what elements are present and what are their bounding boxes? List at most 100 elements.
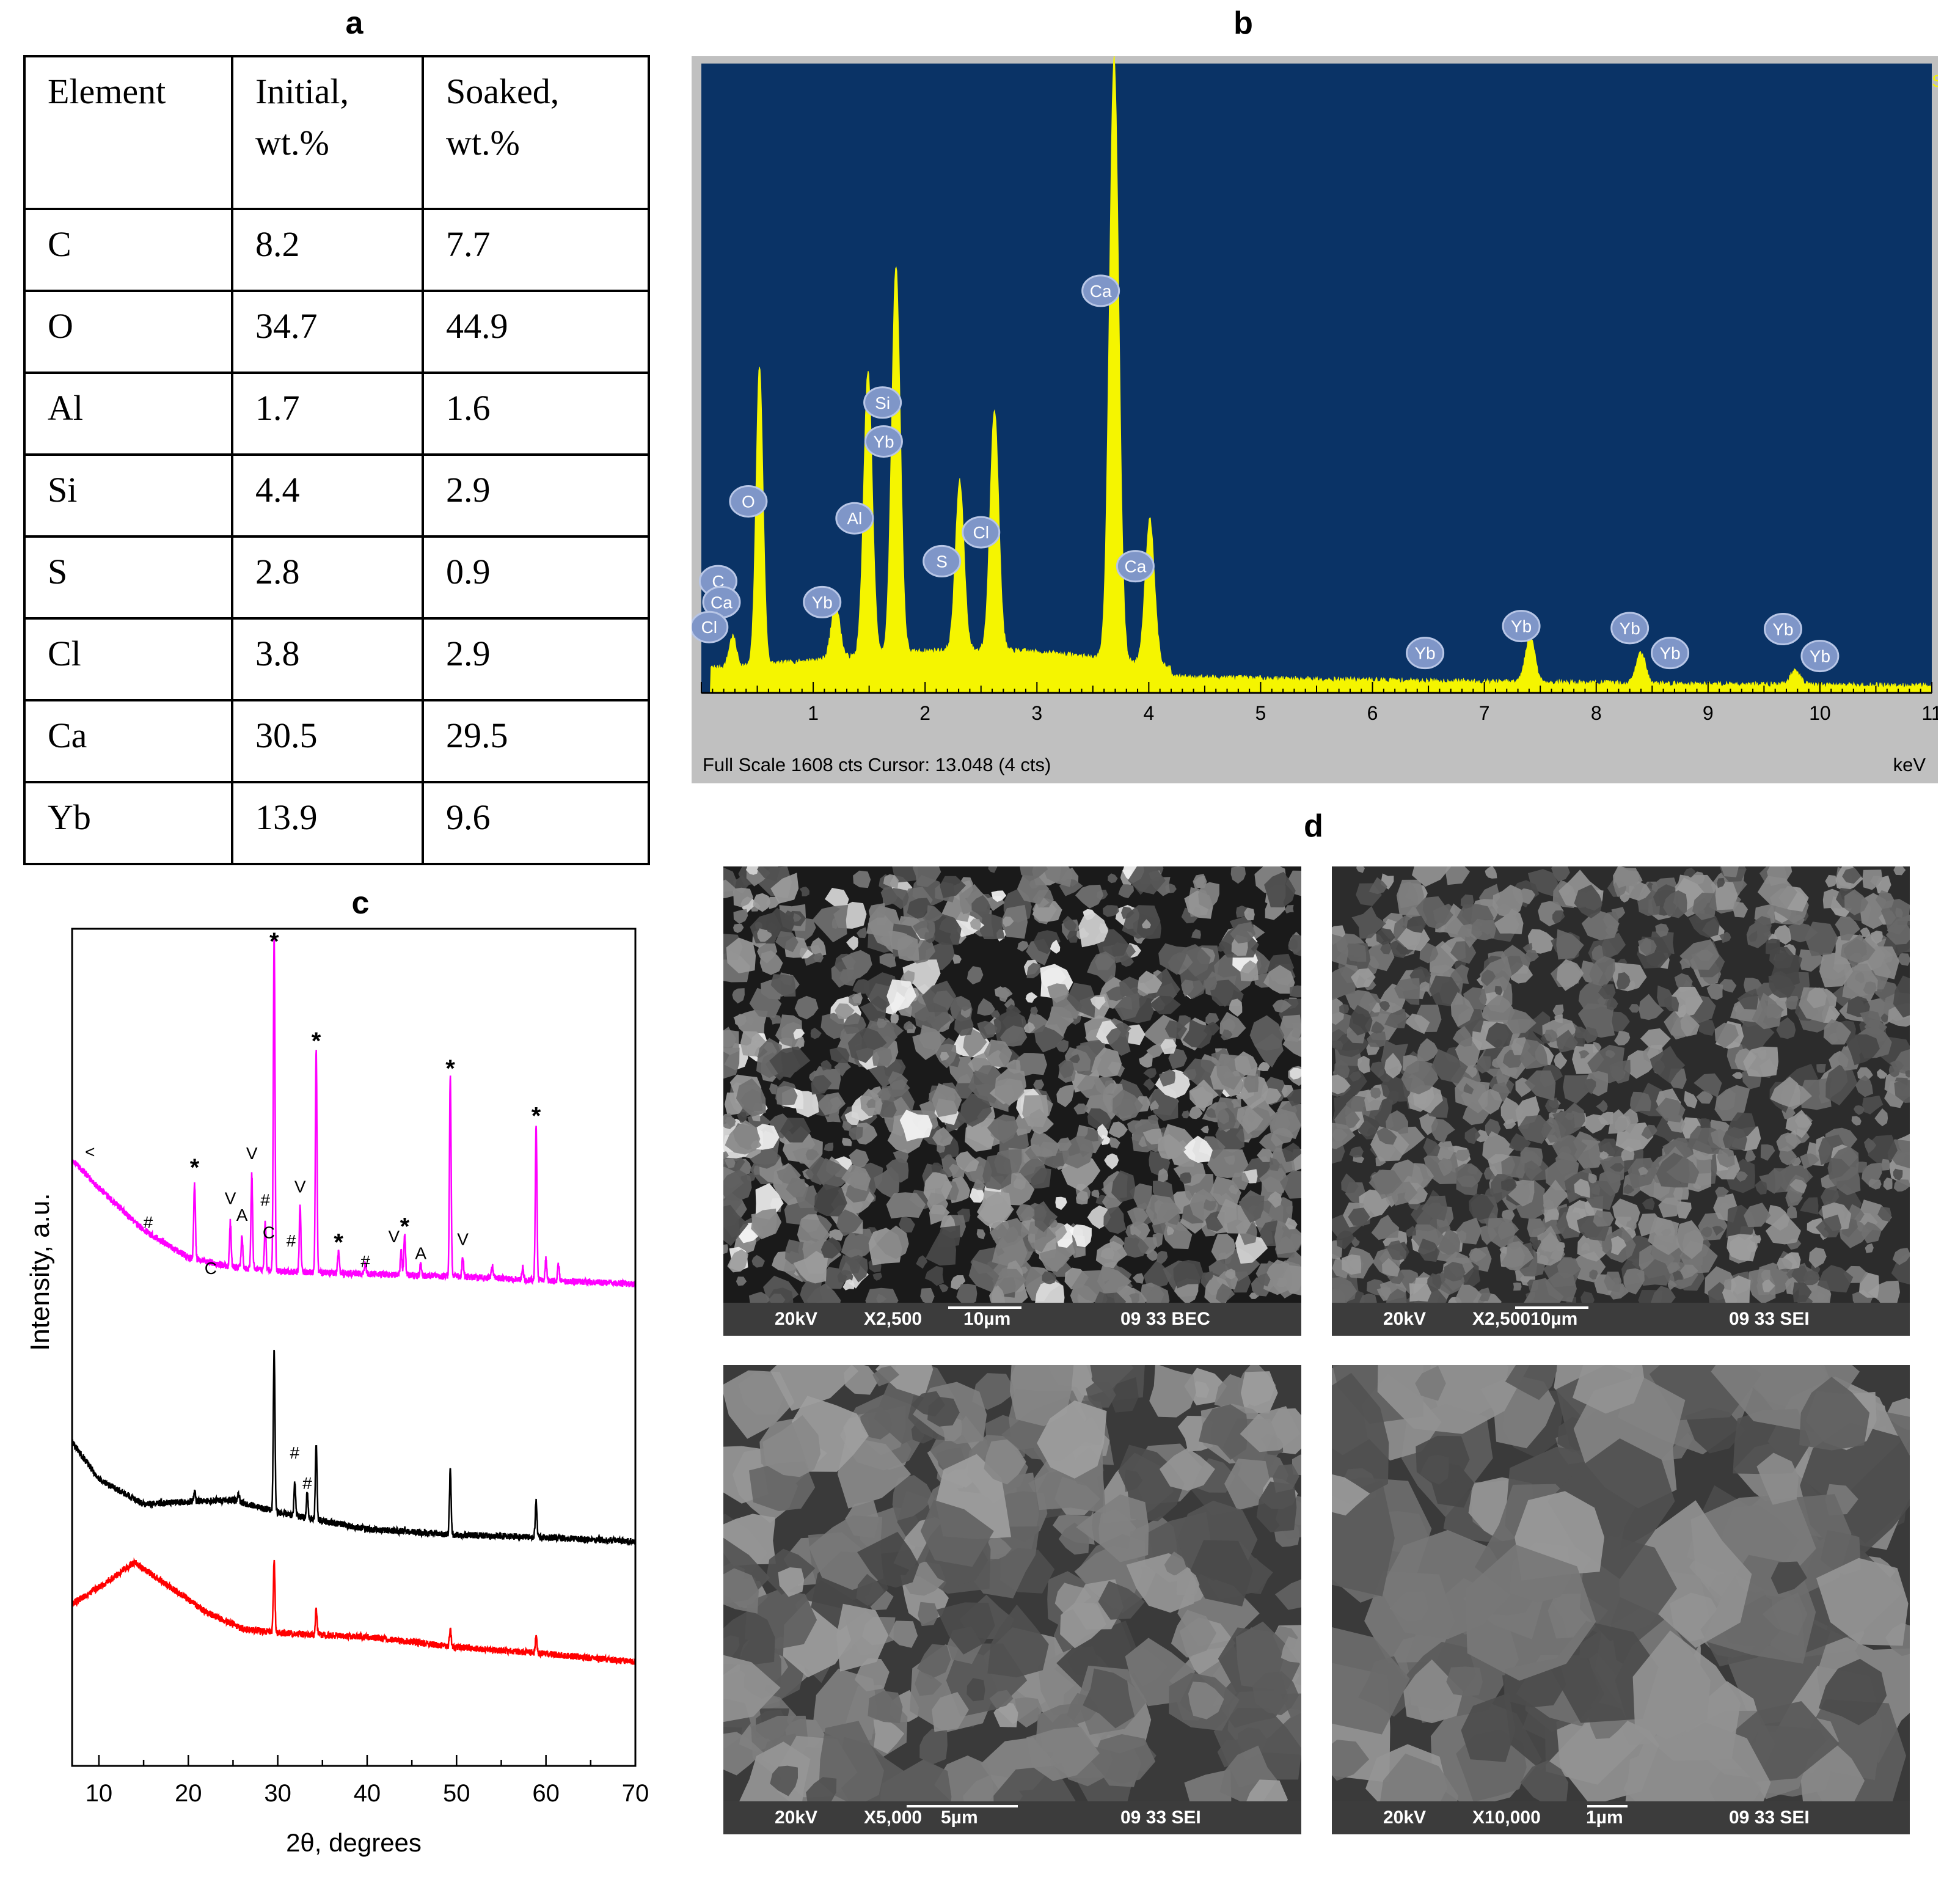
sem-particle	[1544, 1029, 1558, 1042]
sem-particle	[1552, 910, 1565, 925]
sem-particle	[1141, 919, 1152, 929]
sem-particle	[1350, 968, 1376, 989]
header-line: Soaked,	[446, 71, 560, 111]
sem-particle	[1464, 1127, 1481, 1144]
sem-particle	[1143, 1068, 1157, 1078]
peak-label-text: Yb	[1511, 617, 1532, 636]
eds-spectrum-panel: C Ca Cl O Yb Al Si Yb S Cl Ca Ca Yb Yb Yb Yb Yb Yb 1 2 3 4 5 6 7…	[692, 56, 1938, 783]
sem-particle	[1680, 1012, 1700, 1037]
sem-particle	[1552, 1135, 1588, 1162]
sem-particle	[989, 1690, 1014, 1708]
sem-particle	[1700, 1226, 1712, 1238]
sem-particle	[1103, 905, 1119, 917]
sem-particle	[1055, 1196, 1067, 1210]
peak-marker: #	[360, 1252, 370, 1271]
sem-particle	[1492, 1058, 1502, 1068]
sem-particle	[1808, 1247, 1827, 1269]
sem-particle	[1455, 1149, 1471, 1162]
peak-marker: C	[263, 1223, 275, 1242]
peak-label-text: Ca	[1090, 282, 1112, 301]
sem-particle	[1243, 1074, 1259, 1093]
sem-particle	[1554, 1014, 1563, 1023]
sem-particle	[1087, 951, 1116, 983]
sem-particle	[973, 1178, 985, 1190]
sem-particle	[1719, 1203, 1731, 1211]
sem-particle	[1106, 1026, 1131, 1056]
sem-particle	[775, 931, 798, 953]
peak-marker: <	[85, 1142, 95, 1161]
sem-particle	[1288, 934, 1301, 957]
sem-particle	[1748, 931, 1758, 942]
sem-particle	[1026, 962, 1041, 978]
sem-particle	[1382, 1258, 1400, 1277]
sem-particle	[1706, 983, 1723, 1000]
sem-particle	[849, 1126, 863, 1140]
sem-scale-label: 10µm	[963, 1309, 1011, 1329]
sem-particle	[1827, 1157, 1851, 1180]
sem-particle	[899, 1110, 933, 1141]
peak-label-text: Yb	[1772, 620, 1793, 639]
sem-particle	[993, 1702, 1018, 1727]
sem-particle	[1667, 1262, 1681, 1274]
sem-particle	[1341, 1173, 1359, 1193]
sem-particle	[1800, 1077, 1832, 1110]
sem-particle	[1508, 1133, 1531, 1152]
sem-particle	[1588, 1173, 1597, 1184]
sem-mag-label: X5,000	[864, 1807, 923, 1828]
sem-particle	[1863, 981, 1877, 995]
sem-particle	[1000, 904, 1028, 939]
sem-particle	[938, 1225, 960, 1247]
sem-particle	[1666, 1156, 1700, 1184]
sem-particle	[1419, 981, 1430, 992]
eds-corner-mark: S	[1932, 71, 1938, 90]
sem-particle	[1867, 1135, 1898, 1163]
sem-particle	[1332, 1627, 1410, 1735]
sem-particle	[872, 1366, 900, 1386]
sem-particle	[860, 1406, 893, 1440]
sem-particle	[1599, 1151, 1609, 1160]
sem-particle	[723, 1370, 795, 1439]
peak-marker: V	[294, 1177, 306, 1196]
sem-particle	[1897, 953, 1910, 966]
sem-particle	[1028, 1220, 1056, 1253]
sem-particle	[1663, 890, 1687, 918]
sem-particle	[1638, 937, 1657, 956]
peak-label-yb: Yb	[1610, 612, 1650, 645]
table-cell: O	[23, 290, 233, 374]
sem-image-2: 20kV X2,500 10µm 09 33 SEI	[1332, 866, 1910, 1336]
sem-particle	[873, 1719, 905, 1754]
sem-particle	[1124, 1234, 1149, 1258]
sem-particle	[1698, 1019, 1716, 1036]
sem-scale-bar	[948, 1306, 1021, 1309]
sem-particle	[1752, 992, 1782, 1030]
sem-particle	[1241, 1371, 1278, 1414]
peak-label-yb: Yb	[1800, 640, 1840, 673]
sem-particle	[1518, 1115, 1552, 1144]
sem-particle	[1893, 866, 1906, 876]
sem-particle	[1720, 866, 1739, 877]
sem-particle	[1743, 1046, 1778, 1077]
spectrum-peak-yb	[1639, 661, 1642, 664]
peak-marker: #	[290, 1443, 300, 1462]
sem-particle	[1023, 1022, 1036, 1034]
sem-particle	[1505, 1365, 1557, 1401]
sem-particle	[1667, 1280, 1678, 1291]
peak-label-ca: Ca	[1116, 550, 1155, 583]
sem-particle	[1267, 1191, 1282, 1208]
sem-particle	[1719, 931, 1731, 943]
peak-label-text: O	[742, 492, 755, 511]
sem-particle	[970, 918, 981, 931]
sem-particle	[1356, 866, 1365, 873]
sem-particle	[1111, 1170, 1136, 1203]
sem-particle	[1500, 1241, 1534, 1271]
sem-particle	[1203, 1022, 1220, 1036]
sem-particle	[1893, 1179, 1910, 1192]
sem-particle	[723, 1244, 728, 1254]
sem-particle	[1417, 1038, 1439, 1062]
x-tick-label: 8	[1591, 702, 1602, 724]
sem-particle	[1033, 930, 1061, 954]
sem-particle	[1446, 1666, 1483, 1696]
sem-particle	[1519, 888, 1535, 904]
sem-particle	[1692, 892, 1716, 920]
sem-particle	[734, 1014, 747, 1027]
